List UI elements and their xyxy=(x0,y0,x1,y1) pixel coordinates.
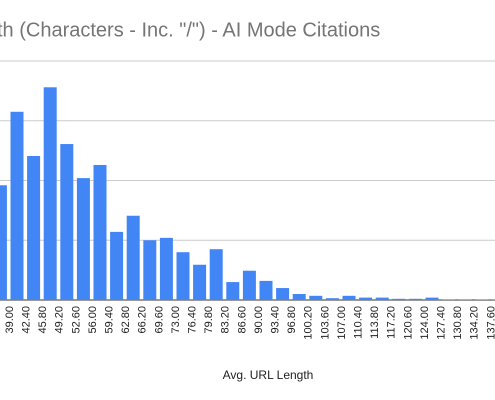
x-tick-label: 42.40 xyxy=(21,306,33,334)
bar xyxy=(242,270,256,300)
bar xyxy=(342,295,356,300)
bar xyxy=(27,156,41,300)
bar xyxy=(259,280,273,300)
bar xyxy=(276,288,290,300)
x-tick-label: 52.60 xyxy=(70,306,82,334)
x-tick-label: 86.60 xyxy=(236,306,248,334)
bar xyxy=(226,282,240,300)
x-tick-label: 45.80 xyxy=(37,306,49,334)
x-tick-label: 130.80 xyxy=(452,306,464,340)
x-tick-label: 127.40 xyxy=(436,306,448,340)
x-tick-label: 124.00 xyxy=(419,306,431,340)
x-tick-label: 96.80 xyxy=(286,306,298,334)
bar xyxy=(458,299,472,300)
x-tick-label: 90.00 xyxy=(253,306,265,334)
x-tick-label: 110.40 xyxy=(353,306,365,339)
bar xyxy=(408,298,422,300)
bar xyxy=(43,87,57,300)
bar xyxy=(425,297,439,300)
x-tick-label: 39.00 xyxy=(4,306,16,334)
bar xyxy=(442,299,456,300)
chart-title: th (Characters - Inc. "/") - AI Mode Cit… xyxy=(0,19,380,41)
bar xyxy=(209,249,223,300)
bar xyxy=(475,299,489,300)
bar xyxy=(76,178,90,300)
bar xyxy=(143,240,157,300)
bar xyxy=(176,252,190,300)
x-tick-label: 93.40 xyxy=(270,306,282,334)
bar xyxy=(491,299,495,300)
x-tick-label: 134.20 xyxy=(469,306,481,340)
x-tick-label: 49.20 xyxy=(54,306,66,334)
bar xyxy=(110,231,124,300)
x-tick-label: 83.20 xyxy=(220,306,232,334)
x-tick-label: 103.60 xyxy=(319,306,331,340)
x-tick-label: 73.00 xyxy=(170,306,182,334)
bar xyxy=(159,237,173,300)
x-tick-label: 66.20 xyxy=(137,306,149,334)
bar xyxy=(292,294,306,300)
bar xyxy=(93,164,107,300)
x-tick-label: 113.80 xyxy=(369,306,381,339)
bar xyxy=(325,298,339,300)
bar xyxy=(10,111,24,300)
bar xyxy=(309,295,323,300)
x-axis-title: Avg. URL Length xyxy=(223,368,314,382)
bar xyxy=(60,144,74,300)
x-tick-label: 76.40 xyxy=(187,306,199,334)
x-tick-label: 79.80 xyxy=(203,306,215,334)
bar xyxy=(126,215,140,300)
bar xyxy=(0,185,7,300)
x-tick-label: 56.00 xyxy=(87,306,99,334)
x-tick-label: 62.80 xyxy=(120,306,132,334)
bar xyxy=(359,297,373,300)
x-tick-label: 100.20 xyxy=(303,306,315,340)
x-tick-label: 137.60 xyxy=(485,306,495,340)
x-tick-label: 117.20 xyxy=(386,306,398,339)
x-tick-label: 69.60 xyxy=(153,306,165,334)
bar xyxy=(193,264,207,300)
x-tick-label: 120.60 xyxy=(402,306,414,340)
x-tick-label: 107.00 xyxy=(336,306,348,340)
bar xyxy=(375,297,389,300)
x-tick-label: 59.40 xyxy=(104,306,116,334)
bar xyxy=(392,298,406,300)
